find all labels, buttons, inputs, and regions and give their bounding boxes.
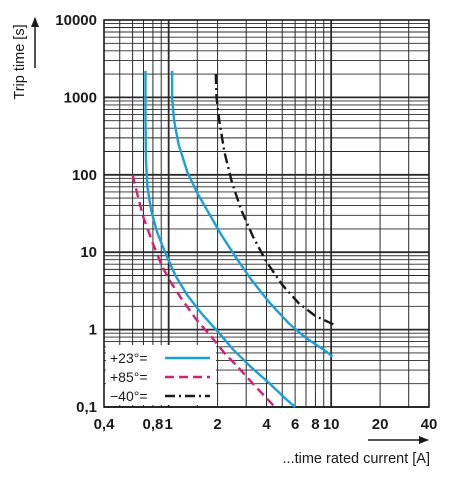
x-tick-label: 8 — [311, 416, 319, 433]
legend: +23°= +85°= −40°= — [106, 345, 216, 405]
series-line-2-1 — [131, 174, 276, 408]
minor-grid — [103, 20, 429, 407]
series-line-1-1 — [144, 70, 296, 408]
y-tick-label: 10000 — [55, 12, 97, 29]
y-tick-labels: 0,1 1 10 100 1000 10000 — [55, 12, 97, 416]
y-axis-label: Trip time [s] — [12, 24, 28, 99]
y-tick-label: 10 — [80, 244, 97, 261]
series-line-1-2 — [170, 70, 334, 358]
legend-label: +23°= — [110, 350, 148, 366]
plot-frame — [103, 19, 430, 408]
y-tick-label: 1000 — [64, 89, 97, 106]
legend-label: −40°= — [110, 388, 148, 404]
axis-labels: Trip time [s] ...time rated current [A] — [12, 17, 430, 467]
x-tick-label: 0,4 — [94, 416, 116, 433]
x-tick-labels: 0,4 0,8 1 2 4 6 8 10 20 40 — [94, 416, 438, 433]
x-tick-label: 2 — [213, 416, 221, 433]
legend-label: +85°= — [110, 369, 148, 385]
x-tick-label: 0,8 — [142, 416, 163, 433]
x-tick-label: 10 — [323, 416, 340, 433]
x-tick-label: 20 — [372, 416, 389, 433]
x-tick-label: 6 — [291, 416, 299, 433]
x-axis-label: ...time rated current [A] — [283, 451, 430, 467]
legend-box — [106, 345, 216, 405]
x-tick-label: 40 — [421, 416, 438, 433]
series-line-3-1 — [214, 74, 336, 326]
y-tick-label: 1 — [89, 322, 97, 339]
x-tick-label: 1 — [164, 416, 172, 433]
y-tick-label: 100 — [72, 167, 97, 184]
x-tick-label: 4 — [262, 416, 271, 433]
series-layer — [131, 70, 336, 408]
y-tick-label: 0,1 — [76, 399, 97, 416]
